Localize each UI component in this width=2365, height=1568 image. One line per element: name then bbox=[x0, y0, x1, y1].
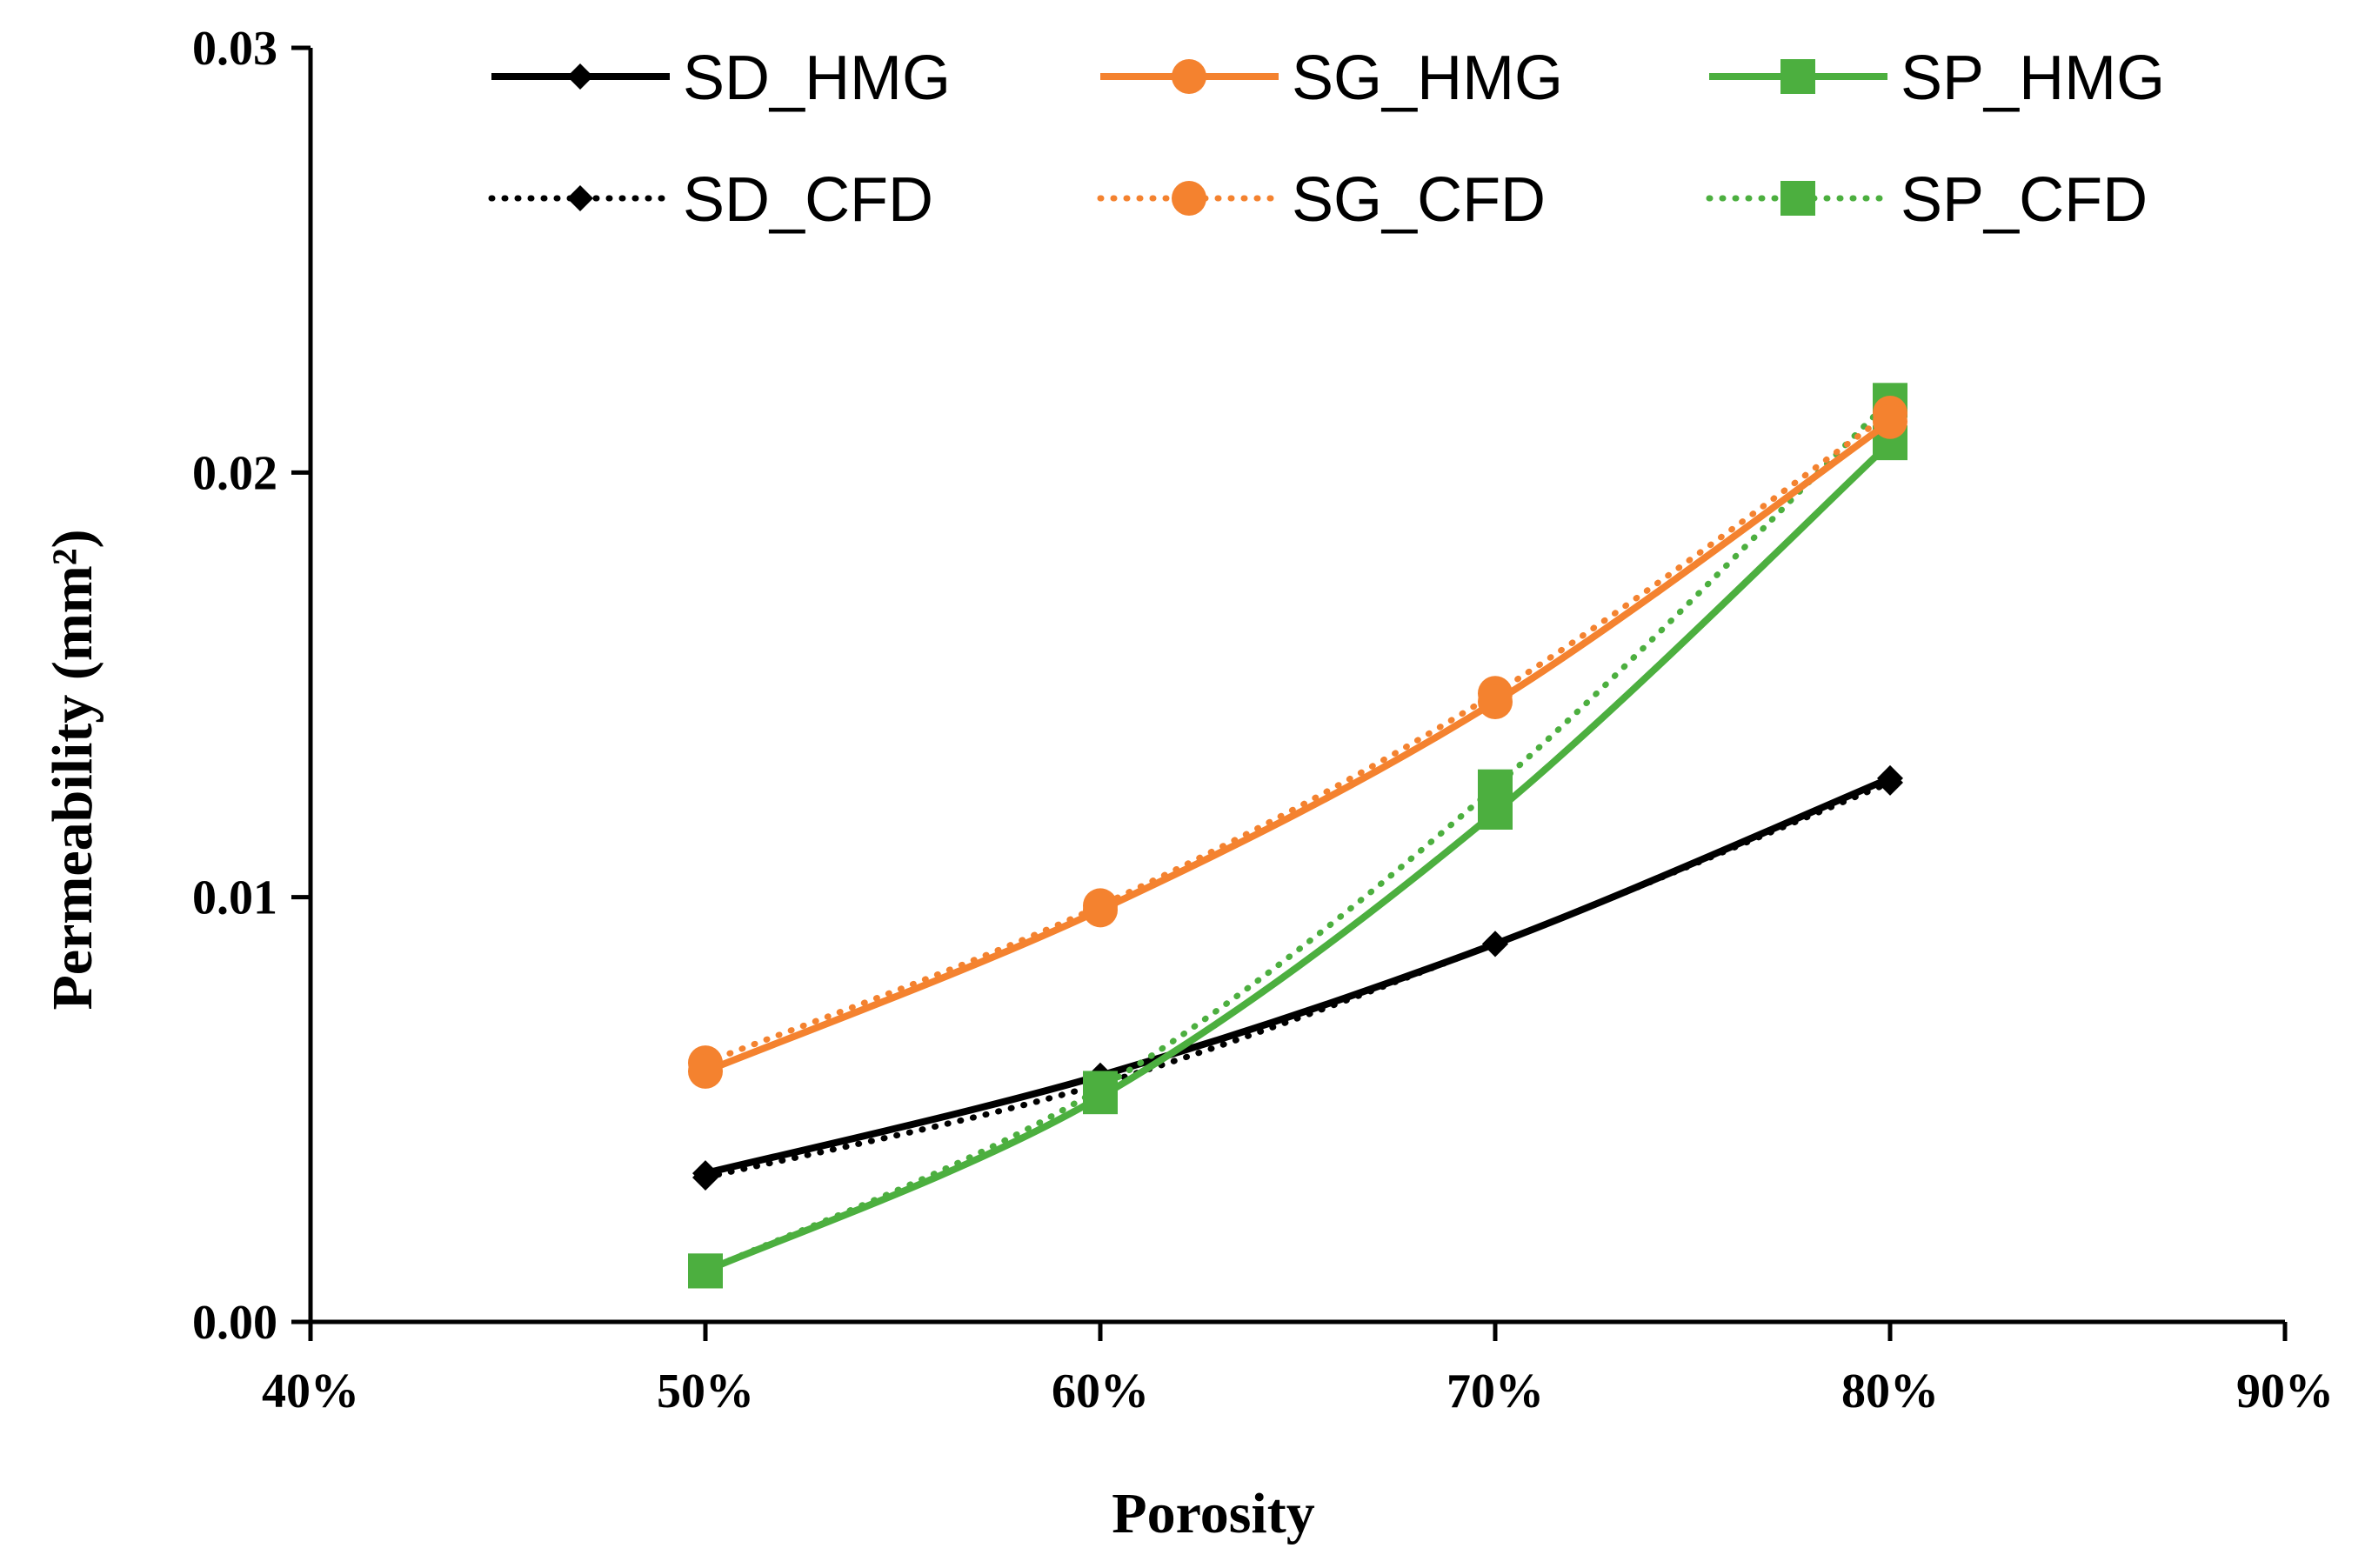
series-line bbox=[702, 397, 1894, 1274]
series-sp-cfd bbox=[688, 383, 1907, 1289]
legend-label: SP_CFD bbox=[1901, 165, 2148, 235]
legend-item-sg-cfd: SG_CFD bbox=[1097, 165, 1546, 235]
legend-label: SD_HMG bbox=[683, 43, 951, 113]
legend-item-sg-hmg: SG_HMG bbox=[1100, 43, 1563, 113]
axes bbox=[308, 48, 2285, 1324]
legend-marker bbox=[1780, 181, 1815, 216]
legend: SD_HMG SG_HMG SP_HMG SD_CFD SG_CFD SP_CFD bbox=[488, 43, 2165, 235]
y-tick-label: 0.00 bbox=[192, 1296, 277, 1350]
series-line bbox=[702, 417, 1894, 1075]
data-point-marker bbox=[688, 1053, 723, 1089]
series-sg-hmg bbox=[688, 404, 1907, 1089]
legend-label: SG_CFD bbox=[1292, 165, 1546, 235]
series bbox=[688, 383, 1907, 1289]
data-point-marker bbox=[1482, 931, 1508, 957]
series-line bbox=[702, 439, 1894, 1275]
y-tick-label: 0.03 bbox=[192, 22, 277, 76]
legend-marker bbox=[567, 63, 593, 90]
data-point-marker bbox=[692, 1160, 718, 1187]
x-tick-label: 40% bbox=[262, 1364, 359, 1418]
x-tick-label: 90% bbox=[2236, 1364, 2334, 1418]
legend-marker bbox=[1172, 59, 1206, 94]
y-tick-label: 0.02 bbox=[192, 446, 277, 500]
x-tick-label: 70% bbox=[1446, 1364, 1544, 1418]
series-line bbox=[702, 410, 1894, 1066]
series-sp-hmg bbox=[688, 425, 1907, 1289]
legend-label: SG_HMG bbox=[1292, 43, 1563, 113]
series-line bbox=[702, 774, 1894, 1178]
x-tick-label: 80% bbox=[1841, 1364, 1939, 1418]
legend-item-sp-hmg: SP_HMG bbox=[1709, 43, 2165, 113]
data-point-marker bbox=[1877, 764, 1903, 791]
y-axis-title: Permeability (mm²) bbox=[41, 529, 104, 1010]
data-point-marker bbox=[1083, 1079, 1118, 1115]
x-axis-title: Porosity bbox=[1112, 1482, 1314, 1545]
series-sd-hmg bbox=[692, 764, 1903, 1187]
legend-item-sp-cfd: SP_CFD bbox=[1706, 165, 2148, 235]
legend-marker bbox=[1172, 181, 1206, 216]
y-tick-label: 0.01 bbox=[192, 871, 277, 925]
data-point-marker bbox=[1478, 684, 1513, 720]
x-tick-label: 60% bbox=[1052, 1364, 1149, 1418]
legend-item-sd-hmg: SD_HMG bbox=[491, 43, 951, 113]
legend-marker bbox=[567, 185, 593, 211]
data-point-marker bbox=[688, 1253, 723, 1289]
legend-marker bbox=[1780, 59, 1815, 94]
legend-item-sd-cfd: SD_CFD bbox=[488, 165, 933, 235]
data-point-marker bbox=[1083, 892, 1118, 928]
x-tick-label: 50% bbox=[657, 1364, 754, 1418]
series-sd-cfd bbox=[692, 769, 1903, 1191]
series-sg-cfd bbox=[688, 395, 1907, 1081]
data-point-marker bbox=[1873, 404, 1907, 439]
data-point-marker bbox=[1478, 795, 1513, 830]
tick-marks: 40% 50% 60% 70% 80% 90% 0.00 0.01 0.02 0.03 bbox=[192, 22, 2334, 1418]
legend-label: SP_HMG bbox=[1901, 43, 2165, 113]
series-line bbox=[702, 779, 1894, 1181]
legend-label: SD_CFD bbox=[683, 165, 933, 235]
